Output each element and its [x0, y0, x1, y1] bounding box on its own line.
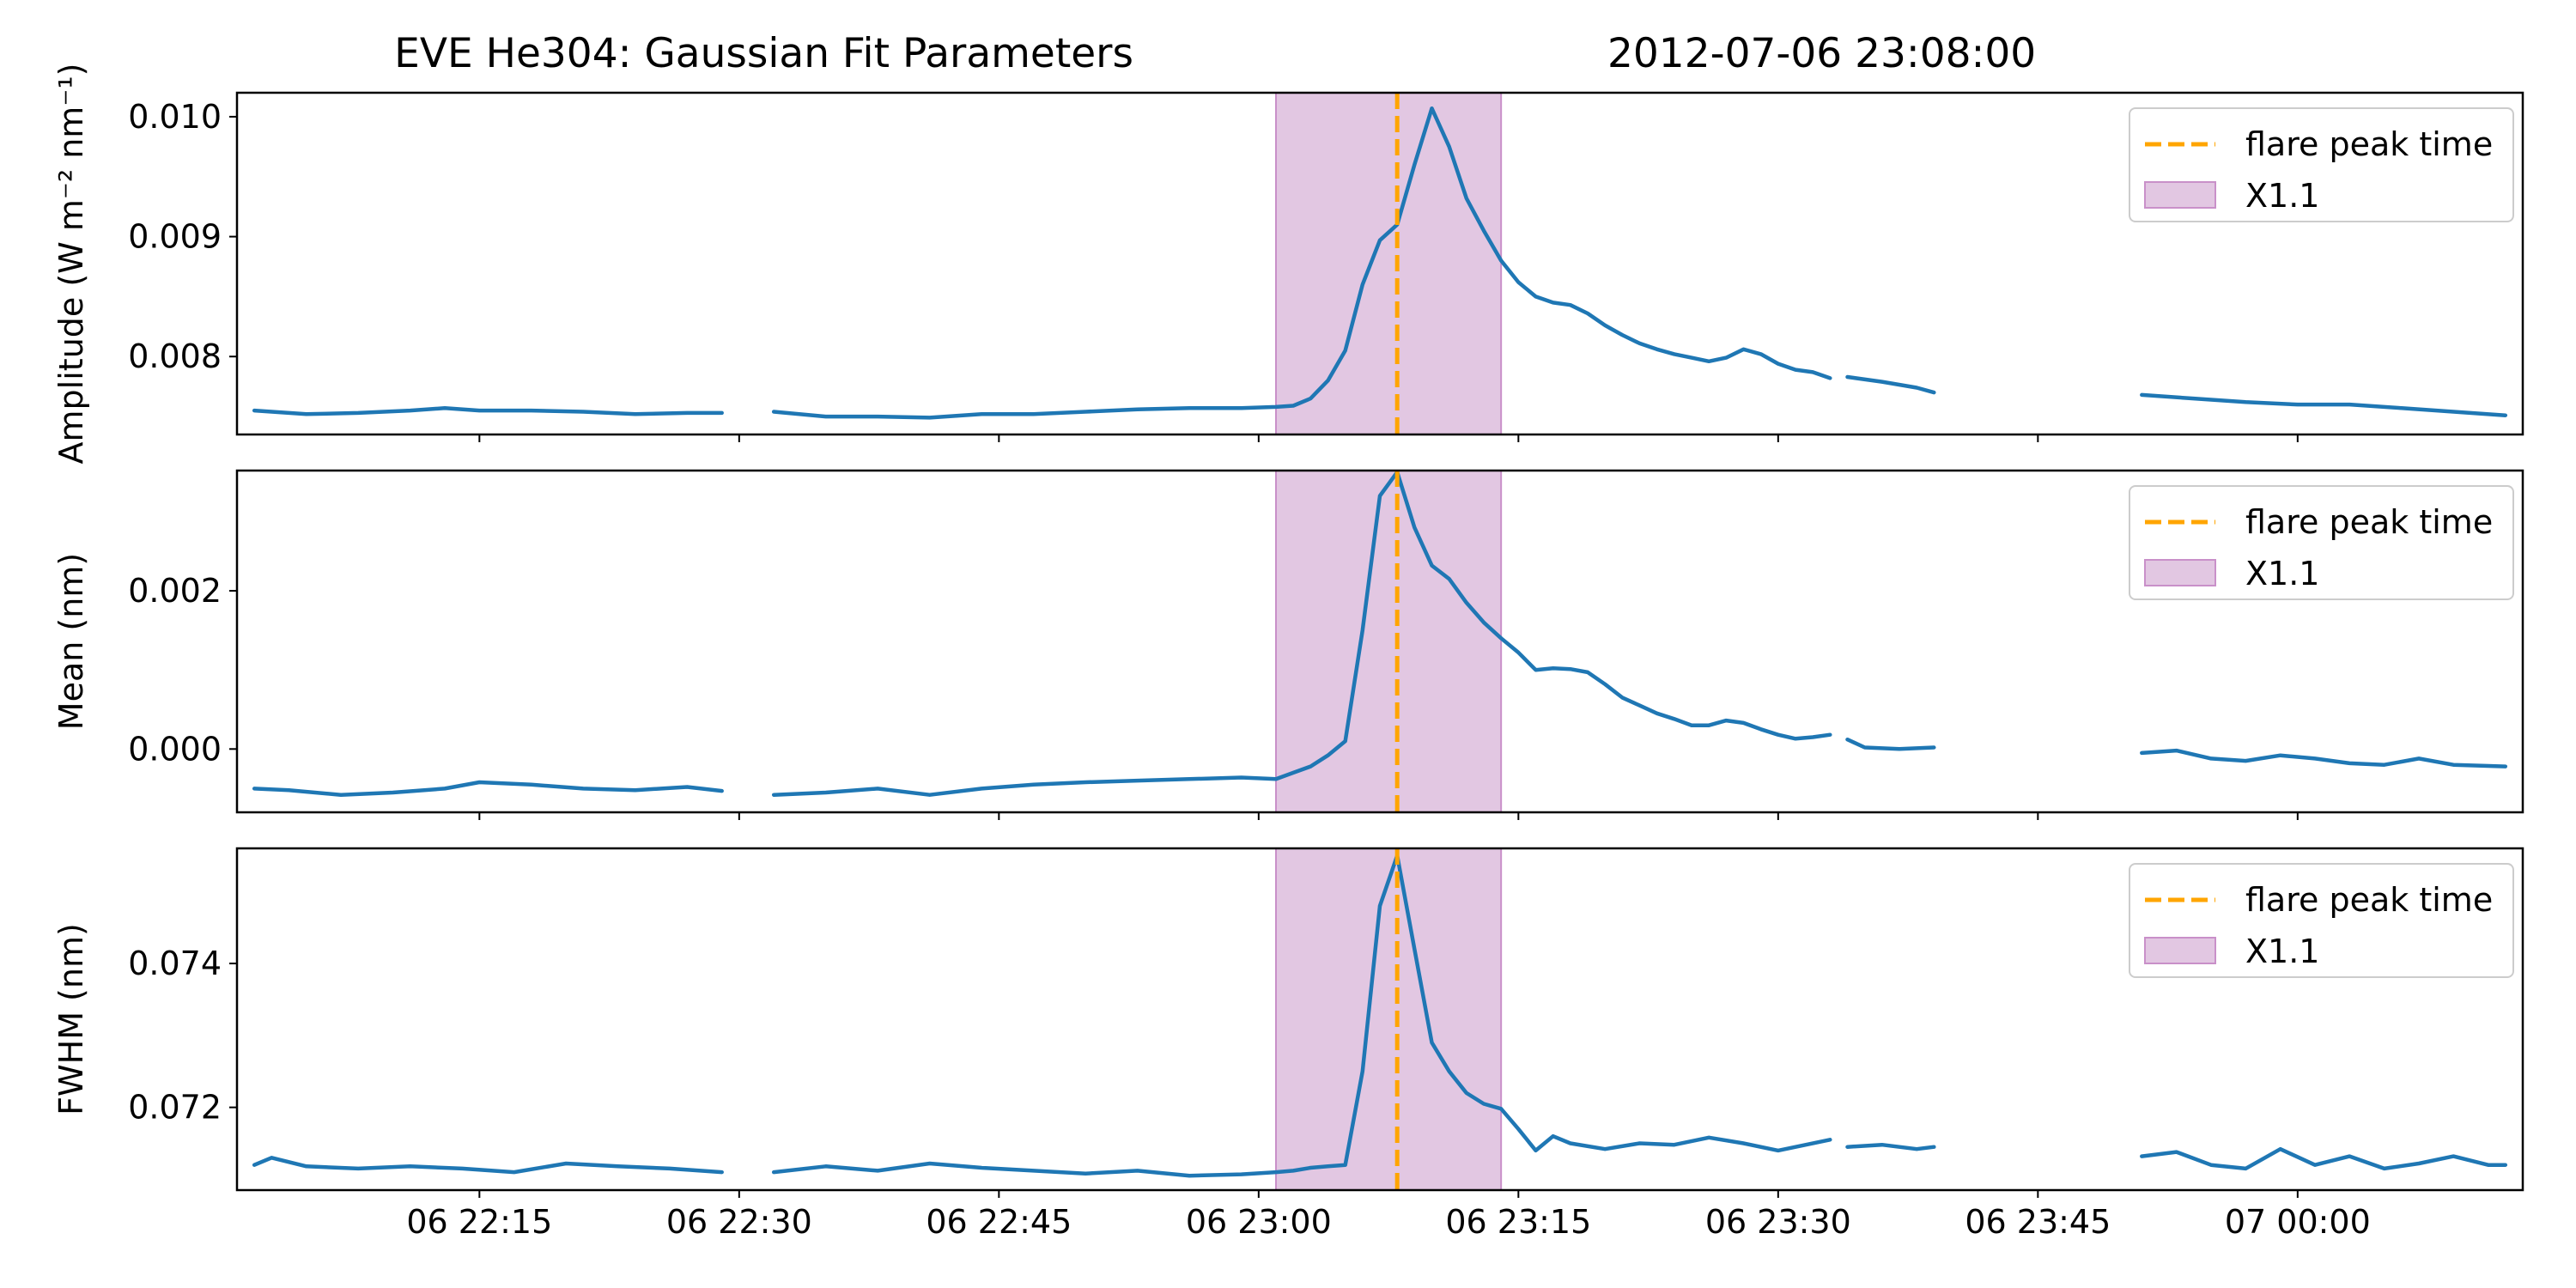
- x-tick-label: 06 23:00: [1186, 1203, 1332, 1241]
- x-tick-label: 06 23:30: [1705, 1203, 1851, 1241]
- flare-span: [1275, 92, 1503, 435]
- chart-title: EVE He304: Gaussian Fit Parameters: [394, 30, 1133, 77]
- flare-span: [1275, 848, 1503, 1191]
- x-tick-label: 07 00:00: [2225, 1203, 2371, 1241]
- y-tick-label: 0.074: [128, 945, 222, 982]
- subplot-1: 0.008 0.009 0.010 Amplitude (W m⁻² nm⁻¹) fla…: [52, 64, 2524, 465]
- series-line-segment-4: [2140, 1146, 2508, 1171]
- legend: flare peak time X1.1: [2129, 485, 2514, 600]
- y-tick-label: 0.002: [128, 572, 222, 610]
- series-line-segment-3: [1845, 1142, 1936, 1151]
- x-tick-label: 06 23:45: [1965, 1203, 2111, 1241]
- legend-label-peak: flare peak time: [2245, 503, 2493, 541]
- axes-frame: [235, 91, 2524, 436]
- legend-label-span: X1.1: [2245, 177, 2319, 215]
- flare-span: [1275, 470, 1503, 813]
- series-line-segment-1: [252, 1156, 724, 1175]
- series-line-segment-2: [771, 106, 1832, 420]
- series-line-segment-3: [1845, 374, 1936, 395]
- subplot-2: 0.000 0.002 Mean (nm) flare peak time X1.1: [52, 469, 2524, 820]
- legend: flare peak time X1.1: [2129, 863, 2514, 978]
- legend-label-span: X1.1: [2245, 933, 2319, 970]
- legend-label-peak: flare peak time: [2245, 881, 2493, 919]
- series-line-segment-1: [252, 780, 724, 797]
- legend-swatch-span: [2144, 937, 2216, 964]
- y-axis-label: Mean (nm): [52, 553, 90, 730]
- y-tick-label: 0.072: [128, 1089, 222, 1127]
- y-axis-label: Amplitude (W m⁻² nm⁻¹): [52, 64, 90, 465]
- legend-swatch-span: [2144, 559, 2216, 586]
- legend-swatch-span: [2144, 181, 2216, 209]
- series-line-segment-3: [1845, 737, 1936, 751]
- legend: flare peak time X1.1: [2129, 107, 2514, 222]
- y-tick-label: 0.008: [128, 337, 222, 375]
- x-tick-label: 06 22:15: [406, 1203, 552, 1241]
- x-tick-label: 06 23:15: [1445, 1203, 1591, 1241]
- y-tick-label: 0.000: [128, 730, 222, 768]
- subplot-3: 0.072 0.074 FWHM (nm) 06 22:15 06 22:30 06 22…: [52, 847, 2524, 1241]
- y-axis-label: FWHM (nm): [52, 923, 90, 1115]
- axes-frame: [235, 469, 2524, 814]
- legend-frame: [2129, 863, 2514, 978]
- legend-frame: [2129, 107, 2514, 222]
- x-tick-label: 06 22:45: [926, 1203, 1072, 1241]
- subplots: 0.008 0.009 0.010 Amplitude (W m⁻² nm⁻¹) fla…: [52, 64, 2524, 1241]
- y-tick-label: 0.009: [128, 218, 222, 256]
- series-line-segment-2: [771, 471, 1832, 797]
- axes-frame: [235, 847, 2524, 1192]
- series-line-segment-1: [252, 406, 724, 416]
- y-tick-label: 0.010: [128, 98, 222, 136]
- x-tick-label: 06 22:30: [666, 1203, 812, 1241]
- series-line-segment-4: [2140, 748, 2508, 769]
- legend-label-span: X1.1: [2245, 555, 2319, 592]
- legend-frame: [2129, 485, 2514, 600]
- series-line-segment-4: [2140, 392, 2508, 417]
- chart-title-timestamp: 2012-07-06 23:08:00: [1607, 30, 2036, 77]
- legend-label-peak: flare peak time: [2245, 125, 2493, 163]
